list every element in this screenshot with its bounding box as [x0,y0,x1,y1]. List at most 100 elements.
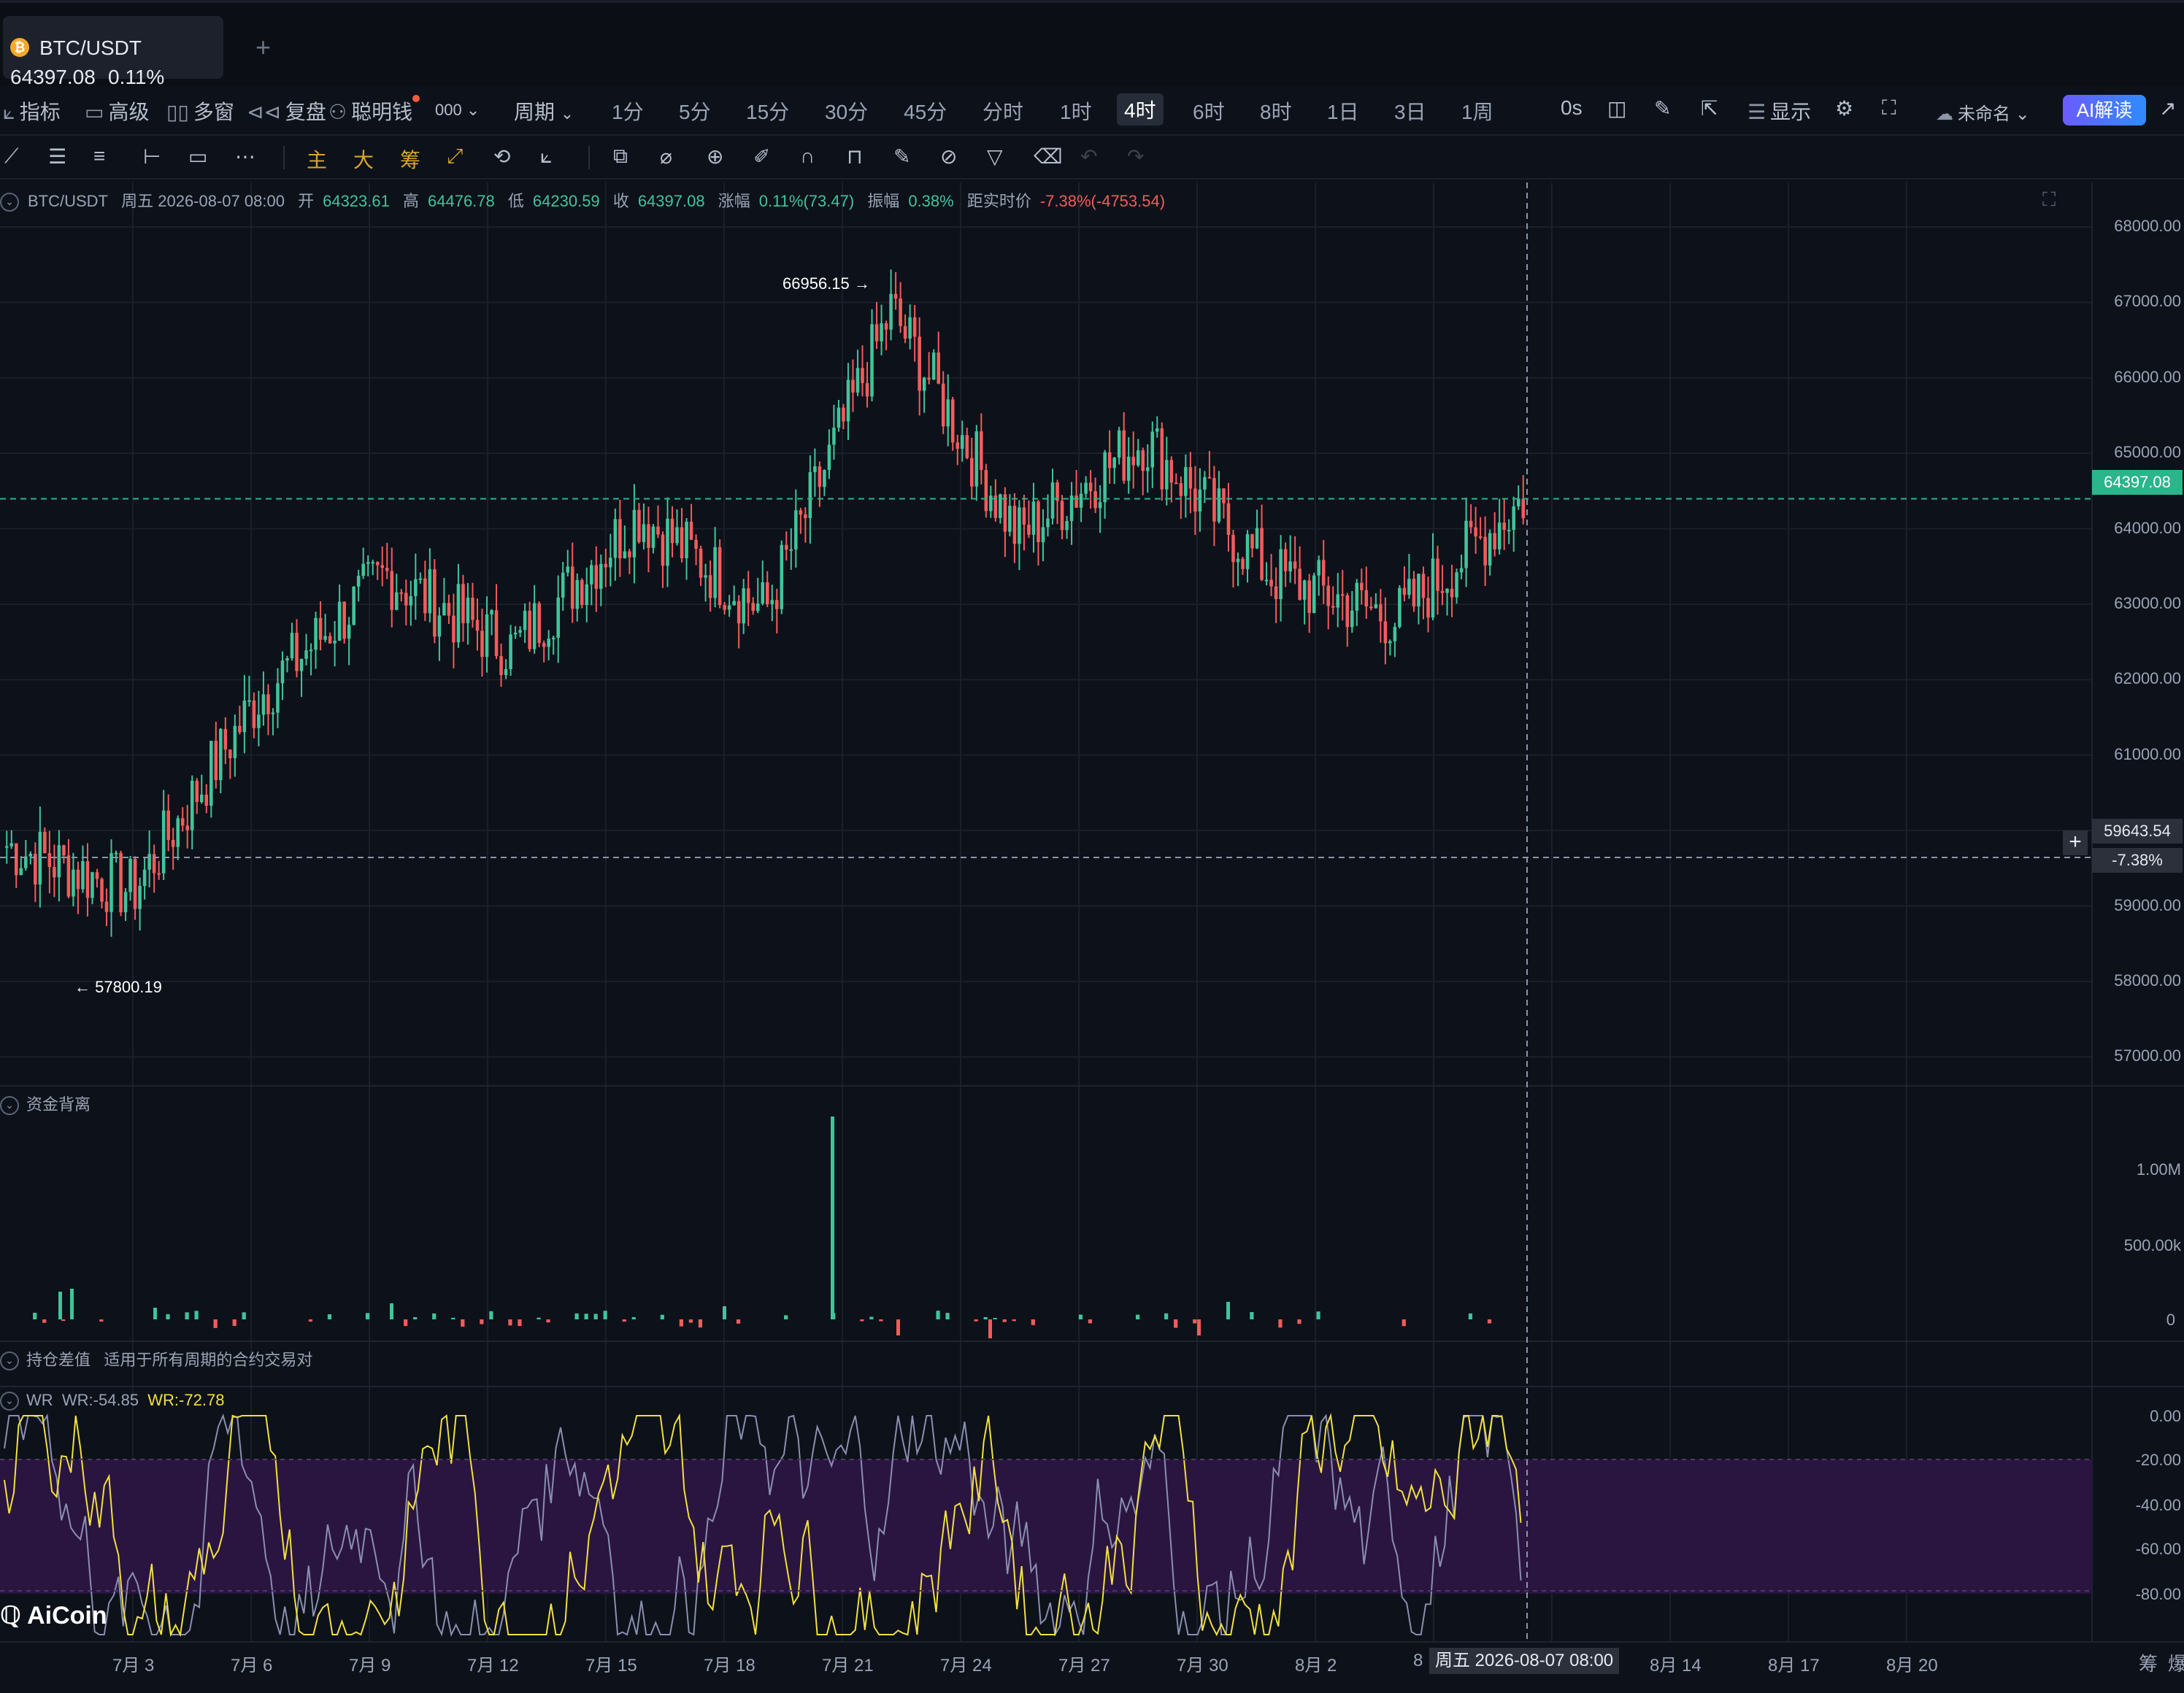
filter-icon[interactable]: ▽ [987,145,1003,168]
screenshot-icon[interactable]: ⛶ [2042,188,2056,210]
fund-bar [1468,1313,1473,1319]
zoom-in-icon[interactable]: ⊕ [707,145,724,168]
multi-window-button[interactable]: ▯▯ 多窗 [166,96,234,126]
advanced-icon: ▭ [85,101,104,123]
trend-tool-icon[interactable]: ⤢ [447,144,464,167]
collapse-icon[interactable]: ⌄ [0,193,19,212]
candle-body [1483,536,1487,566]
candle-body [1060,501,1064,531]
candle-body [490,610,493,614]
eraser-icon[interactable]: ✐ [753,145,771,168]
ohlc-time: 周五 2026-08-07 08:00 [121,192,285,210]
candle-body [785,544,788,550]
layout-menu[interactable]: ☁ 未命名 ⌄ [1936,99,2030,125]
candle-body [1269,579,1273,587]
collapse-icon[interactable]: ⌄ [0,1096,19,1116]
pencil-icon[interactable]: ✎ [1654,97,1672,120]
chip-corner-button[interactable]: 筹 [2139,1653,2158,1675]
period-menu[interactable]: 周期 ⌄ [514,96,574,126]
settings-icon[interactable]: ⚙ [1835,97,1854,120]
candle-body [190,780,194,830]
camera-icon[interactable]: ◫ [1607,97,1627,120]
period-1h[interactable]: 1时 [1060,101,1092,123]
add-tab-button[interactable]: + [255,32,272,62]
candle-body [532,603,537,649]
replay-button[interactable]: ⊲⊲ 复盘 [247,96,326,126]
big-order-button[interactable]: 大 [353,149,374,171]
link-icon[interactable]: ⊘ [940,145,958,168]
fullscreen-icon[interactable]: ⛶ [1882,96,1896,119]
candle-body [513,632,518,635]
period-1m[interactable]: 1分 [612,101,644,123]
fund-bar [1174,1319,1178,1328]
high-annotation-value: 66956.15 [783,274,850,293]
edit-icon[interactable]: ✎ [893,145,911,168]
rotate-tool-icon[interactable]: ⟲ [493,145,511,168]
advanced-button[interactable]: ▭ 高级 [85,96,149,126]
main-force-button[interactable]: 主 [307,149,328,171]
candle-body [1117,430,1121,458]
parallel-lines-icon[interactable]: ☰ [48,145,67,168]
price-axis-label: 58000.00 [2114,971,2181,990]
liquidation-corner-button[interactable]: 爆 [2168,1653,2184,1675]
magnet-icon[interactable]: ∩ [800,144,815,167]
redo-icon[interactable]: ↷ [1127,145,1145,168]
line-tool-icon[interactable]: ⟋ [4,144,19,167]
fund-bar [480,1319,484,1324]
candle-body [157,873,161,875]
fund-bar [1088,1319,1093,1324]
period-15m[interactable]: 15分 [746,101,790,123]
period-30m[interactable]: 30分 [825,101,869,123]
hline-tool-icon[interactable]: ⊢ [143,145,161,168]
symbol-tab[interactable]: ₿ BTC/USDT 64397.08 0.11% [3,16,223,88]
copy-icon[interactable]: ⧉ [613,144,628,167]
fund-bar [451,1317,455,1319]
candle-body [927,377,931,380]
display-button[interactable]: ☰ 显示 [1747,96,1811,126]
expand-icon[interactable]: ↗ [2159,97,2177,120]
collapse-icon[interactable]: ⌄ [0,1392,19,1411]
fund-bar [983,1316,988,1319]
fund-bar-large [58,1292,62,1319]
horizontal-lines-icon[interactable]: ≡ [93,144,106,167]
period-1w[interactable]: 1周 [1461,101,1493,123]
rectangle-tool-icon[interactable]: ▭ [188,145,208,168]
ai-interpret-button[interactable]: AI解读 [2063,95,2146,126]
candle-body [1065,521,1069,531]
ruler-icon[interactable]: ⌀ [660,145,672,168]
add-alert-icon[interactable]: + [2063,830,2088,855]
amp-value: 0.38% [908,192,954,210]
candle-body [328,636,332,644]
measure-tool-icon[interactable]: ⟀ [540,144,553,167]
period-8h[interactable]: 8时 [1260,101,1292,123]
share-icon[interactable]: ⇱ [1701,97,1718,120]
indicator-button[interactable]: ⟀ 指标 [3,96,61,126]
smart-money-button[interactable]: ⚇ 聪明钱 [328,95,420,126]
candle-body [732,601,736,606]
more-shapes-icon[interactable]: ⋯ [235,145,255,168]
candle-body [918,336,921,391]
candle-body [1345,595,1350,628]
collapse-icon[interactable]: ⌄ [0,1351,19,1371]
candle-body [922,377,926,391]
period-3d[interactable]: 3日 [1394,101,1426,123]
candle-body [152,854,156,874]
period-4h[interactable]: 4时 [1117,93,1164,126]
wr-label: WR [26,1391,53,1409]
period-6h[interactable]: 6时 [1193,101,1225,123]
chip-button[interactable]: 筹 [400,149,421,171]
undo-icon[interactable]: ↶ [1080,145,1098,168]
period-45m[interactable]: 45分 [904,101,947,123]
period-5m[interactable]: 5分 [679,101,711,123]
lock-icon[interactable]: ⊓ [847,145,863,168]
more-tools-button[interactable]: 000 ⌄ [435,101,480,120]
grid [0,182,2184,1643]
candle-body [219,728,223,781]
period-1d[interactable]: 1日 [1327,101,1359,123]
candle-body [1222,488,1226,504]
period-timeline[interactable]: 分时 [983,101,1024,123]
candle-body [1402,587,1407,595]
fund-bar [631,1316,636,1319]
trash-icon[interactable]: ⌫ [1034,145,1063,168]
